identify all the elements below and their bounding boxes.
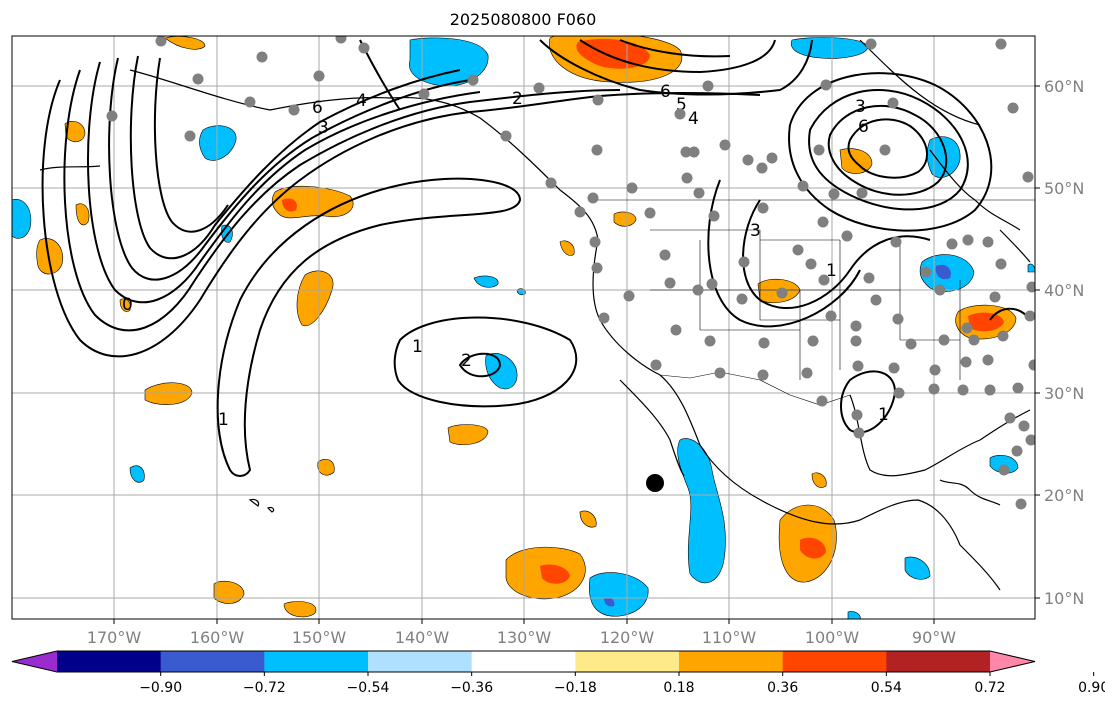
graticule xyxy=(12,36,1035,619)
colorbar-tick-label: 0.54 xyxy=(871,680,902,696)
contour-label: 3 xyxy=(855,97,866,117)
contour-label: 4 xyxy=(688,109,699,129)
lon-axis: 170°W 160°W 150°W 140°W 130°W 120°W 110°… xyxy=(87,619,956,647)
contour-label: 1 xyxy=(878,405,889,425)
lon-label: 100°W xyxy=(805,628,860,647)
contour-lines xyxy=(41,39,1031,477)
colorbar-tick-label: −0.54 xyxy=(347,680,390,696)
contour-label: 3 xyxy=(318,118,329,138)
colorbar-segment xyxy=(368,651,473,672)
colorbar-tick-label: −0.36 xyxy=(450,680,493,696)
lat-axis: 60°N 50°N 40°N 30°N 20°N 10°N xyxy=(1035,77,1084,608)
lat-label: 60°N xyxy=(1044,77,1084,96)
colorbar-segment xyxy=(160,651,265,672)
colorbar-extend-min xyxy=(12,651,57,672)
lon-label: 170°W xyxy=(87,628,142,647)
station-dots xyxy=(106,36,1035,510)
colorbar-segment xyxy=(575,651,680,672)
contour-label: 0 xyxy=(122,295,133,315)
colorbar-extend-max xyxy=(990,651,1035,672)
colorbar-segment xyxy=(471,651,576,672)
lon-label: 130°W xyxy=(497,628,552,647)
marker-dot xyxy=(646,474,664,492)
colorbar-segment xyxy=(264,651,369,672)
colorbar-segment xyxy=(782,651,887,672)
colorbar-tick-label: −0.18 xyxy=(554,680,597,696)
lon-label: 160°W xyxy=(190,628,245,647)
colorbar-outline xyxy=(11,650,1036,673)
colorbar-segment xyxy=(57,651,162,672)
contour-label: 1 xyxy=(218,410,229,430)
lat-label: 30°N xyxy=(1044,384,1084,403)
colorbar-tick-label: 0.36 xyxy=(767,680,798,696)
lon-label: 140°W xyxy=(395,628,450,647)
lat-label: 50°N xyxy=(1044,179,1084,198)
contour-label: 1 xyxy=(826,261,837,281)
contour-label: 2 xyxy=(512,89,523,109)
contour-labels: 6 4 3 2 6 5 4 3 6 3 1 1 2 1 0 1 xyxy=(122,82,889,430)
colorbar-tick-label: 0.18 xyxy=(663,680,694,696)
contour-label: 4 xyxy=(356,91,367,111)
lat-label: 40°N xyxy=(1044,281,1084,300)
map-title: 2025080800 F060 xyxy=(449,10,597,29)
colorbar-tick-label: −0.72 xyxy=(243,680,286,696)
lat-label: 10°N xyxy=(1044,589,1084,608)
colorbar-tick-label: 0.72 xyxy=(974,680,1005,696)
colorbar-tick-label: 0.90 xyxy=(1078,680,1105,696)
lon-label: 150°W xyxy=(292,628,347,647)
colorbar: −0.90 −0.72 −0.54 −0.36 −0.18 0.18 0.36 0.54 0.7… xyxy=(11,650,1105,696)
lon-label: 90°W xyxy=(912,628,956,647)
contour-label: 5 xyxy=(676,95,687,115)
contour-label: 6 xyxy=(312,98,323,118)
colorbar-segment xyxy=(886,651,991,672)
lon-label: 110°W xyxy=(702,628,757,647)
contour-label: 1 xyxy=(412,337,423,357)
colorbar-tick-label: −0.90 xyxy=(139,680,182,696)
colorbar-segment xyxy=(679,651,784,672)
contour-label: 3 xyxy=(750,221,761,241)
contour-label: 6 xyxy=(660,82,671,102)
contour-label: 2 xyxy=(461,351,472,371)
contour-label: 6 xyxy=(858,117,869,137)
lon-label: 120°W xyxy=(600,628,655,647)
lat-label: 20°N xyxy=(1044,486,1084,505)
